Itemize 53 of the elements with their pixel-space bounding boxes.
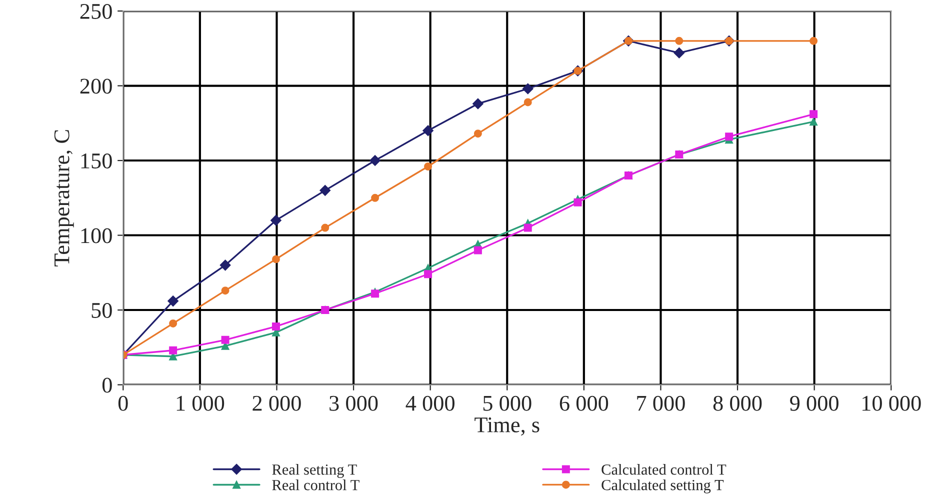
point bbox=[272, 322, 280, 330]
point bbox=[675, 36, 684, 45]
point bbox=[424, 162, 432, 170]
y-tick-label: 250 bbox=[80, 4, 112, 19]
legend-label: Real control T bbox=[272, 480, 360, 490]
y-tick-label: 100 bbox=[81, 228, 112, 244]
point bbox=[221, 286, 230, 295]
y-tick-label: 150 bbox=[81, 153, 112, 168]
point bbox=[810, 118, 818, 126]
y-tick-label: 200 bbox=[80, 78, 112, 94]
point bbox=[810, 36, 818, 45]
x-tick-label: 5 000 bbox=[483, 396, 532, 411]
point bbox=[422, 125, 434, 136]
point bbox=[272, 255, 280, 264]
x-tick-label: 9 000 bbox=[790, 396, 838, 411]
x-tick-label: 6 000 bbox=[560, 396, 608, 411]
point bbox=[474, 246, 482, 254]
point bbox=[320, 184, 331, 196]
point bbox=[725, 132, 734, 141]
point bbox=[168, 296, 178, 306]
point bbox=[169, 319, 178, 328]
point bbox=[674, 47, 685, 58]
y-tick-label: 50 bbox=[92, 302, 112, 318]
point bbox=[474, 130, 482, 138]
x-tick-label: 10 000 bbox=[862, 396, 921, 411]
legend-label: Calculated setting T bbox=[602, 479, 724, 494]
x-tick-label: 7 000 bbox=[637, 396, 685, 411]
point bbox=[169, 346, 178, 354]
point bbox=[370, 155, 380, 166]
x-tick-label: 3 000 bbox=[330, 396, 378, 411]
x-tick-label: 8 000 bbox=[713, 396, 762, 411]
point bbox=[524, 224, 532, 232]
point bbox=[472, 98, 484, 110]
point bbox=[321, 224, 330, 232]
y-axis-title: Temperature, C bbox=[54, 130, 74, 266]
point bbox=[810, 110, 818, 118]
point bbox=[371, 194, 380, 202]
legend-label: Calculated control T bbox=[602, 464, 726, 475]
x-tick-label: 4 000 bbox=[406, 396, 454, 411]
legend-label: Real setting T bbox=[272, 464, 357, 478]
point bbox=[221, 336, 230, 344]
point bbox=[424, 270, 432, 278]
x-tick-label: 1 000 bbox=[176, 396, 224, 411]
point bbox=[220, 260, 231, 271]
point bbox=[524, 98, 532, 106]
point bbox=[522, 83, 534, 94]
x-tick-label: 2 000 bbox=[252, 396, 301, 411]
y-tick-label: 0 bbox=[102, 378, 112, 393]
x-tick-label: 0 bbox=[118, 396, 128, 411]
x-axis-title: Time, s bbox=[474, 417, 540, 436]
point bbox=[270, 214, 282, 226]
point bbox=[371, 290, 380, 298]
point bbox=[574, 198, 582, 206]
